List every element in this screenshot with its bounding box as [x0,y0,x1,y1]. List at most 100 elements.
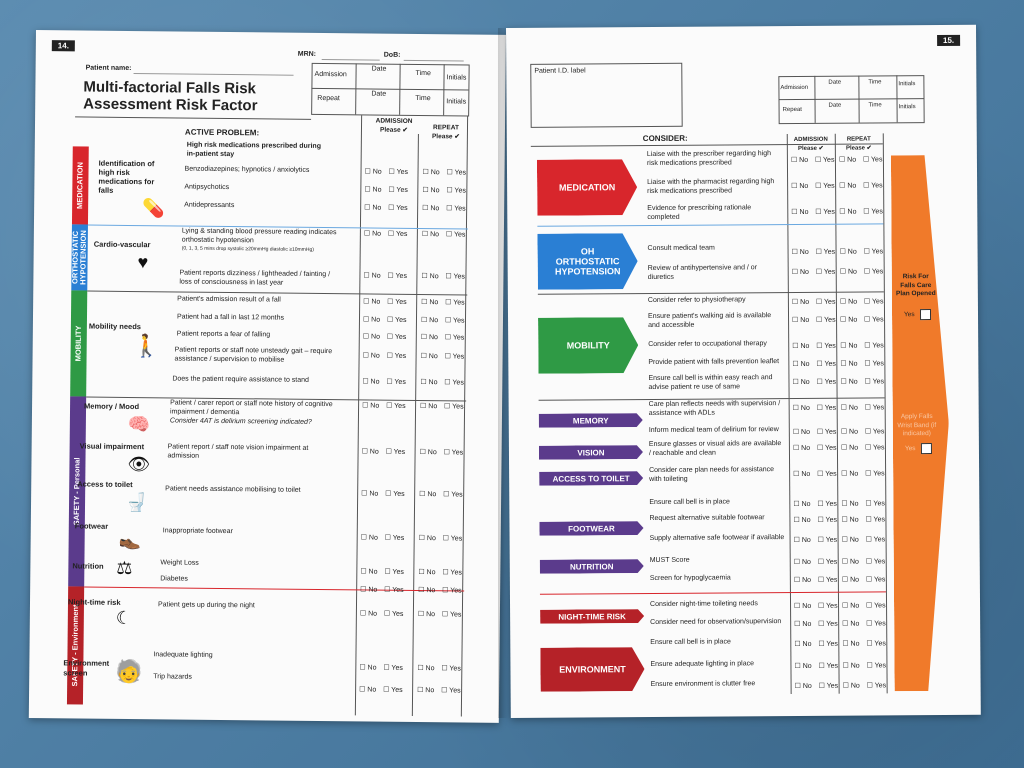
repeat-yes-checkbox[interactable]: ☐ Yes [863,248,884,256]
repeat-yes-checkbox[interactable]: ☐ Yes [445,231,466,239]
admission-yes-checkbox[interactable]: ☐ Yes [388,186,408,194]
repeat-yes-checkbox[interactable]: ☐ Yes [444,317,465,325]
admission-yes-checkbox[interactable]: ☐ Yes [817,558,838,566]
repeat-yes-checkbox[interactable]: ☐ Yes [864,404,885,412]
repeat-yes-checkbox[interactable]: ☐ Yes [866,682,887,690]
admission-no-checkbox[interactable]: ☐ No [793,516,811,525]
admission-no-checkbox[interactable]: ☐ No [792,342,810,351]
wrist-band-checkbox[interactable] [920,443,932,455]
admission-no-checkbox[interactable]: ☐ No [794,640,812,649]
repeat-no-checkbox[interactable]: ☐ No [842,682,860,690]
admission-no-checkbox[interactable]: ☐ No [794,602,812,611]
admission-no-checkbox[interactable]: ☐ No [363,272,381,280]
admission-yes-checkbox[interactable]: ☐ Yes [386,378,406,386]
repeat-yes-checkbox[interactable]: ☐ Yes [441,665,461,673]
repeat-yes-checkbox[interactable]: ☐ Yes [864,342,884,350]
admission-yes-checkbox[interactable]: ☐ Yes [384,534,405,542]
repeat-no-checkbox[interactable]: ☐ No [838,156,857,164]
repeat-no-checkbox[interactable]: ☐ No [841,516,859,524]
admission-yes-checkbox[interactable]: ☐ Yes [816,360,836,368]
admission-no-checkbox[interactable]: ☐ No [791,268,809,277]
admission-no-checkbox[interactable]: ☐ No [791,208,809,217]
admission-no-checkbox[interactable]: ☐ No [362,378,380,386]
repeat-yes-checkbox[interactable]: ☐ Yes [866,602,886,610]
repeat-yes-checkbox[interactable]: ☐ Yes [441,611,462,619]
admission-yes-checkbox[interactable]: ☐ Yes [384,568,404,576]
admission-yes-checkbox[interactable]: ☐ Yes [817,536,838,544]
repeat-yes-checkbox[interactable]: ☐ Yes [442,569,462,577]
admission-yes-checkbox[interactable]: ☐ Yes [817,470,837,478]
repeat-yes-checkbox[interactable]: ☐ Yes [442,587,462,595]
admission-no-checkbox[interactable]: ☐ No [791,248,809,257]
repeat-no-checkbox[interactable]: ☐ No [842,640,860,648]
repeat-yes-checkbox[interactable]: ☐ Yes [441,687,461,695]
repeat-yes-checkbox[interactable]: ☐ Yes [443,449,464,457]
repeat-no-checkbox[interactable]: ☐ No [840,342,858,350]
admission-no-checkbox[interactable]: ☐ No [362,316,381,324]
admission-no-checkbox[interactable]: ☐ No [794,620,812,629]
admission-yes-checkbox[interactable]: ☐ Yes [816,404,837,412]
admission-no-checkbox[interactable]: ☐ No [791,182,809,191]
admission-no-checkbox[interactable]: ☐ No [793,576,812,585]
admission-yes-checkbox[interactable]: ☐ Yes [386,316,407,324]
repeat-yes-checkbox[interactable]: ☐ Yes [865,516,885,524]
repeat-yes-checkbox[interactable]: ☐ Yes [444,334,465,342]
repeat-no-checkbox[interactable]: ☐ No [418,535,436,543]
admission-no-checkbox[interactable]: ☐ No [792,428,811,437]
repeat-no-checkbox[interactable]: ☐ No [421,299,439,307]
admission-no-checkbox[interactable]: ☐ No [362,333,381,341]
repeat-yes-checkbox[interactable]: ☐ Yes [863,268,884,276]
repeat-yes-checkbox[interactable]: ☐ Yes [864,360,884,368]
repeat-no-checkbox[interactable]: ☐ No [840,360,858,368]
repeat-no-checkbox[interactable]: ☐ No [841,558,859,566]
repeat-no-checkbox[interactable]: ☐ No [422,169,440,177]
repeat-yes-checkbox[interactable]: ☐ Yes [865,470,885,478]
admission-yes-checkbox[interactable]: ☐ Yes [814,156,835,164]
admission-no-checkbox[interactable]: ☐ No [364,168,382,176]
admission-yes-checkbox[interactable]: ☐ Yes [816,428,837,436]
admission-no-checkbox[interactable]: ☐ No [361,490,379,498]
repeat-no-checkbox[interactable]: ☐ No [841,500,859,508]
admission-yes-checkbox[interactable]: ☐ Yes [818,662,839,670]
repeat-no-checkbox[interactable]: ☐ No [422,205,440,213]
admission-yes-checkbox[interactable]: ☐ Yes [815,208,835,216]
admission-yes-checkbox[interactable]: ☐ Yes [817,500,837,508]
repeat-no-checkbox[interactable]: ☐ No [841,536,859,544]
admission-no-checkbox[interactable]: ☐ No [792,360,810,369]
admission-no-checkbox[interactable]: ☐ No [791,298,810,307]
admission-yes-checkbox[interactable]: ☐ Yes [816,444,837,452]
admission-yes-checkbox[interactable]: ☐ Yes [818,620,838,628]
repeat-no-checkbox[interactable]: ☐ No [840,444,859,452]
admission-yes-checkbox[interactable]: ☐ Yes [384,586,404,594]
repeat-no-checkbox[interactable]: ☐ No [420,334,439,342]
repeat-no-checkbox[interactable]: ☐ No [420,317,439,325]
admission-no-checkbox[interactable]: ☐ No [361,448,379,456]
admission-yes-checkbox[interactable]: ☐ Yes [818,682,839,690]
repeat-no-checkbox[interactable]: ☐ No [420,379,438,387]
admission-yes-checkbox[interactable]: ☐ Yes [815,182,835,190]
admission-yes-checkbox[interactable]: ☐ Yes [387,230,408,238]
repeat-no-checkbox[interactable]: ☐ No [841,470,859,478]
repeat-yes-checkbox[interactable]: ☐ Yes [446,169,467,177]
admission-no-checkbox[interactable]: ☐ No [360,586,378,594]
admission-yes-checkbox[interactable]: ☐ Yes [387,298,407,306]
admission-no-checkbox[interactable]: ☐ No [794,682,812,691]
repeat-yes-checkbox[interactable]: ☐ Yes [445,299,465,307]
repeat-no-checkbox[interactable]: ☐ No [841,576,860,584]
admission-yes-checkbox[interactable]: ☐ Yes [386,333,407,341]
repeat-no-checkbox[interactable]: ☐ No [418,587,436,595]
admission-no-checkbox[interactable]: ☐ No [359,664,377,672]
repeat-no-checkbox[interactable]: ☐ No [840,378,858,386]
repeat-yes-checkbox[interactable]: ☐ Yes [863,182,883,190]
admission-yes-checkbox[interactable]: ☐ Yes [388,168,409,176]
repeat-no-checkbox[interactable]: ☐ No [417,665,435,673]
admission-no-checkbox[interactable]: ☐ No [359,686,377,694]
repeat-yes-checkbox[interactable]: ☐ Yes [446,205,466,213]
repeat-yes-checkbox[interactable]: ☐ Yes [444,353,465,361]
repeat-yes-checkbox[interactable]: ☐ Yes [862,156,883,164]
repeat-no-checkbox[interactable]: ☐ No [840,404,858,412]
repeat-no-checkbox[interactable]: ☐ No [421,231,440,239]
admission-yes-checkbox[interactable]: ☐ Yes [383,664,403,672]
admission-no-checkbox[interactable]: ☐ No [360,568,378,576]
care-plan-checkbox[interactable] [919,309,932,321]
